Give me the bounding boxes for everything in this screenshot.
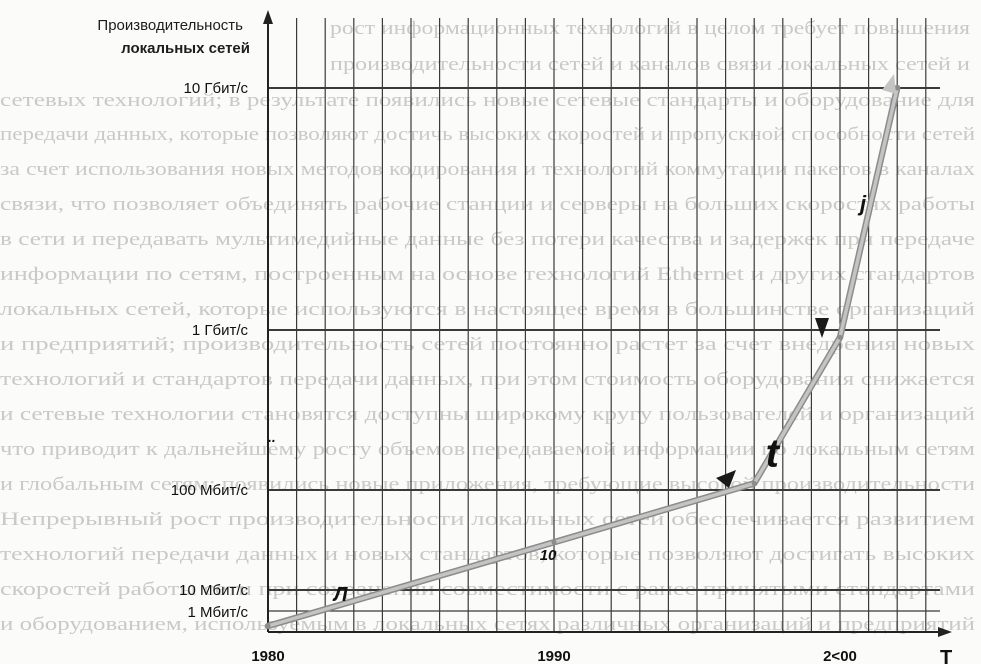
trend-point bbox=[751, 480, 757, 486]
svg-text:сетевых технологий; в результа: сетевых технологий; в результате появили… bbox=[0, 90, 975, 111]
y-axis-label-line-2: локальных сетей bbox=[121, 40, 250, 57]
annotation-label: .. bbox=[268, 429, 276, 445]
x-tick-label: 1980 bbox=[251, 648, 284, 664]
x-tick-label: 1990 bbox=[537, 648, 570, 664]
trend-points bbox=[265, 85, 900, 629]
svg-text:в сети и передавать мультимеди: в сети и передавать мультимедийные данны… bbox=[0, 229, 975, 250]
trend-point bbox=[837, 334, 843, 340]
x-tick-labels: 1980 1990 2<00 bbox=[251, 648, 857, 664]
x-axis-arrow-icon bbox=[938, 627, 952, 637]
trend-point bbox=[265, 623, 271, 629]
svg-text:технологий передачи данных и н: технологий передачи данных и новых станд… bbox=[0, 544, 976, 565]
svg-text:и оборудованием, используемым: и оборудованием, используемым в локальны… bbox=[0, 614, 975, 635]
y-tick-label: 10 Гбит/с bbox=[184, 80, 249, 97]
annotation-label: 10 bbox=[540, 547, 557, 564]
down-arrow-icon bbox=[815, 318, 829, 338]
y-tick-label: 1 Мбит/с bbox=[187, 604, 248, 621]
background-texture: рост информационных технологий в целом т… bbox=[0, 18, 976, 635]
chart-grid bbox=[268, 18, 940, 632]
annotation-label: j bbox=[857, 191, 867, 216]
svg-text:рост информационных технологий: рост информационных технологий в целом т… bbox=[330, 18, 970, 39]
svg-text:Непрерывный рост производитель: Непрерывный рост производительности лока… bbox=[0, 509, 975, 530]
svg-text:производительности сетей и кан: производительности сетей и каналов связи… bbox=[330, 54, 970, 75]
down-left-arrow-icon bbox=[716, 470, 736, 488]
svg-text:передачи данных, которые позво: передачи данных, которые позволяют дости… bbox=[0, 124, 975, 145]
svg-text:и сетевые технологии становятс: и сетевые технологии становятся доступны… bbox=[0, 404, 975, 425]
svg-text:связи, что позволяет объединят: связи, что позволяет объединять рабочие … bbox=[0, 194, 975, 215]
y-axis-label-line-1: Производительность bbox=[97, 17, 243, 34]
svg-text:за счет использования новых ме: за счет использования новых методов коди… bbox=[0, 159, 976, 180]
y-tick-labels: 10 Гбит/с 1 Гбит/с 100 Мбит/с 10 Мбит/с 1 Мб… bbox=[171, 80, 249, 621]
y-tick-label: 100 Мбит/с bbox=[171, 482, 249, 499]
trend-point bbox=[894, 85, 900, 91]
svg-text:что приводит к дальнейшему рос: что приводит к дальнейшему росту объемов… bbox=[0, 439, 975, 460]
x-axis-label: T bbox=[940, 647, 952, 664]
x-tick-label: 2<00 bbox=[823, 648, 857, 664]
svg-text:информации по сетям, построенн: информации по сетям, построенным на осно… bbox=[0, 264, 975, 285]
annotation-label: t bbox=[766, 432, 781, 476]
up-arrow-icon bbox=[882, 74, 896, 94]
svg-text:локальных сетей, которые испол: локальных сетей, которые используются в … bbox=[0, 299, 975, 320]
svg-text:и глобальным сетям; появились: и глобальным сетям; появились новые прил… bbox=[0, 474, 975, 495]
annotation-label: Л bbox=[332, 584, 349, 606]
trend-point bbox=[551, 539, 557, 545]
svg-text:технологий и стандартов переда: технологий и стандартов передачи данных,… bbox=[0, 369, 975, 390]
y-tick-label: 10 Мбит/с bbox=[179, 582, 248, 599]
svg-text:и предприятий; производительно: и предприятий; производительность сетей … bbox=[0, 334, 976, 355]
y-axis-arrow-icon bbox=[263, 10, 273, 24]
chart-annotations: Л 10 t j.. bbox=[268, 191, 867, 606]
y-tick-label: 1 Гбит/с bbox=[192, 322, 249, 339]
